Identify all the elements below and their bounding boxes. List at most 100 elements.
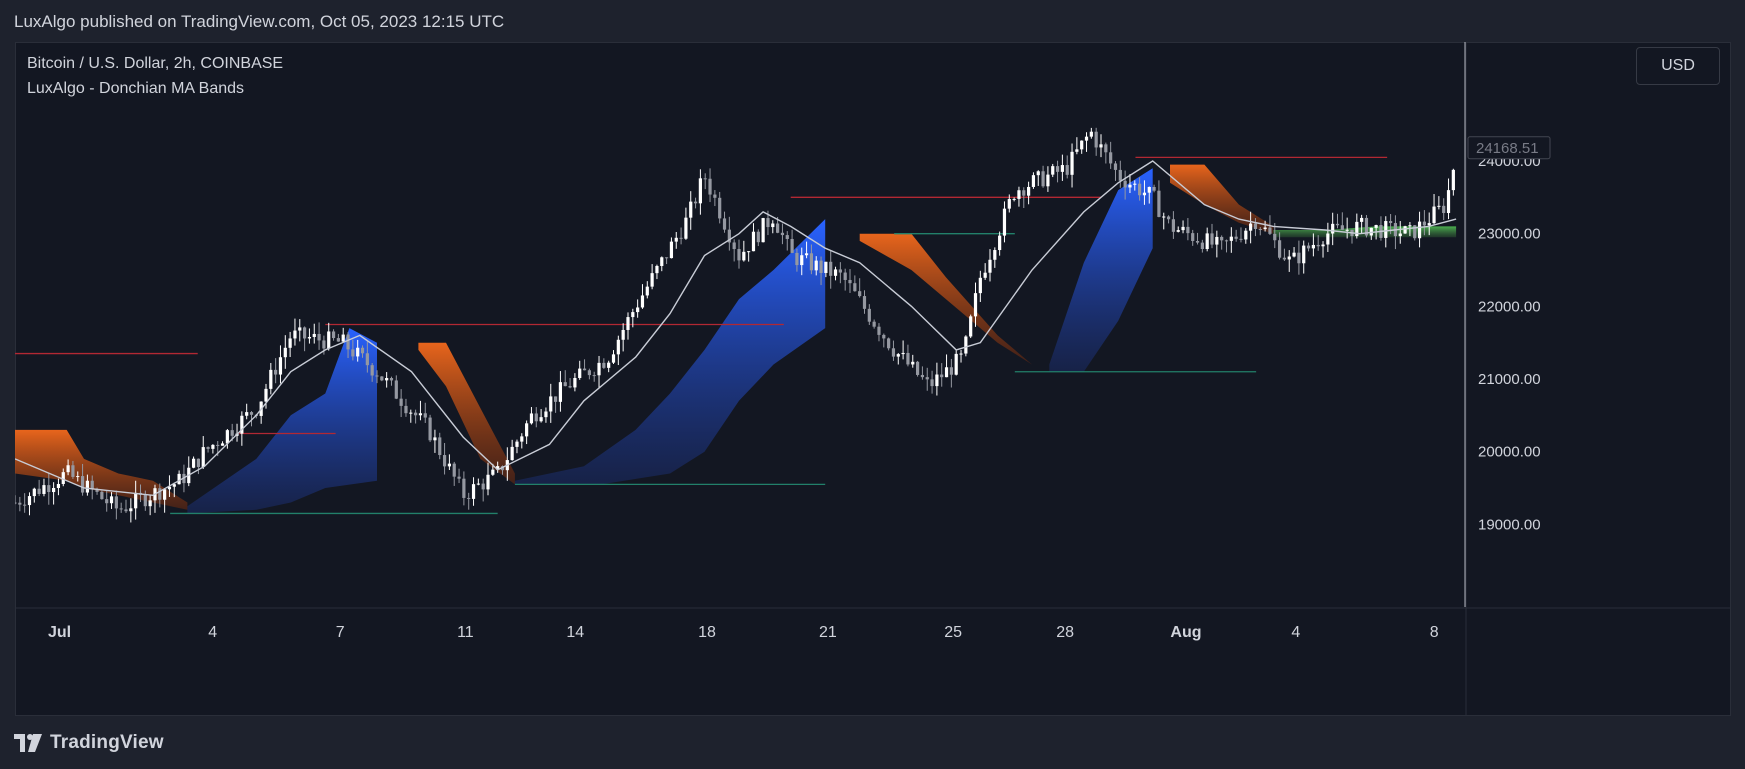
candle-body (356, 347, 360, 357)
candle-body (722, 218, 727, 230)
candle-body (423, 413, 427, 418)
candle-body (1070, 151, 1074, 175)
candle-body (1345, 229, 1349, 231)
candle-body (911, 361, 915, 365)
candle-body (988, 259, 992, 273)
candle-body (476, 483, 480, 485)
candle-body (467, 497, 471, 499)
candle-body (809, 253, 813, 271)
candle-body (428, 417, 432, 441)
candle-body (761, 218, 765, 243)
candle-body (211, 444, 215, 449)
candle-body (640, 295, 645, 308)
candle-body (872, 321, 876, 327)
candle-body (433, 437, 437, 441)
candle-body (1398, 233, 1402, 237)
band-upper-4 (859, 233, 1032, 365)
candle-body (1147, 186, 1151, 193)
footer-brand[interactable]: TradingView (14, 731, 164, 755)
candle-body (650, 273, 654, 287)
candle-body (896, 354, 900, 357)
candle-body (915, 361, 920, 375)
moving-average-line (15, 160, 1457, 497)
candle-body (833, 269, 838, 276)
candle-body (703, 178, 707, 180)
candle-body (365, 353, 369, 366)
candle-body (331, 331, 336, 339)
candle-body (1099, 144, 1103, 148)
candle-body (1084, 136, 1089, 141)
candle-body (877, 326, 881, 335)
candle-body (1437, 205, 1441, 207)
candle-body (756, 231, 760, 243)
candle-body (322, 340, 326, 349)
candle-body (42, 485, 46, 494)
candle-body (341, 334, 345, 342)
candle-body (1340, 225, 1344, 230)
candle-body (553, 396, 558, 402)
candle-body (1022, 190, 1026, 196)
candle-body (303, 327, 307, 339)
candle-body (80, 476, 85, 493)
chart-panel[interactable] (15, 42, 1731, 716)
candle-body (389, 378, 394, 381)
candle-body (573, 377, 577, 388)
candle-body (336, 338, 340, 342)
indicator-legend[interactable]: LuxAlgo - Donchian MA Bands (27, 80, 245, 97)
candle-body (1007, 199, 1011, 209)
candle-body (143, 494, 147, 507)
candle-body (18, 502, 22, 505)
candle-body (1451, 169, 1455, 191)
candle-body (887, 338, 891, 349)
candle-body (1432, 206, 1436, 224)
candle-body (496, 466, 500, 470)
candle-body (611, 354, 616, 363)
candle-body (129, 508, 133, 512)
candle-body (61, 472, 65, 484)
candle-body (525, 423, 529, 437)
price-chart[interactable]: 19000.00 20000.00 21000.00 22000.00 23000.00… (15, 42, 1731, 716)
candle-body (1118, 169, 1122, 181)
candle-body (225, 430, 229, 444)
candle-body (998, 235, 1002, 251)
candle-body (418, 413, 423, 416)
currency-button[interactable]: USD (1636, 47, 1720, 85)
candle-body (240, 415, 244, 434)
candle-body (177, 473, 181, 485)
candle-body (1282, 257, 1287, 260)
candle-body (732, 242, 736, 250)
candle-body (780, 232, 785, 236)
candle-body (1113, 163, 1118, 170)
published-caption: LuxAlgo published on TradingView.com, Oc… (14, 12, 505, 31)
candle-body (785, 235, 789, 239)
candle-body (385, 378, 389, 381)
candle-body (973, 293, 978, 317)
candle-body (95, 489, 99, 492)
symbol-legend[interactable]: Bitcoin / U.S. Dollar, 2h, COINBASE (27, 55, 284, 72)
candle-body (1249, 223, 1253, 231)
candle-body (360, 347, 365, 354)
candle-body (375, 375, 379, 377)
band-mixed-7 (1273, 226, 1457, 238)
candle-body (563, 382, 567, 387)
candle-body (1104, 144, 1108, 153)
candle-body (660, 257, 664, 266)
band-lower-5 (1049, 168, 1153, 372)
candle-body (452, 463, 456, 477)
x-tick-label: 18 (698, 624, 716, 641)
candle-body (800, 255, 804, 266)
candle-body (1374, 225, 1378, 228)
candle-body (1442, 205, 1446, 214)
candle-body (283, 347, 287, 358)
candle-body (529, 413, 534, 424)
x-tick-label: 4 (208, 624, 217, 641)
candle-body (71, 465, 75, 477)
candle-body (1017, 190, 1021, 199)
candle-body (134, 492, 138, 509)
candle-body (819, 260, 823, 273)
candle-body (1268, 227, 1272, 234)
candle-body (1060, 165, 1064, 172)
candle-body (592, 375, 596, 377)
candle-body (568, 386, 572, 388)
candle-body (776, 223, 780, 233)
